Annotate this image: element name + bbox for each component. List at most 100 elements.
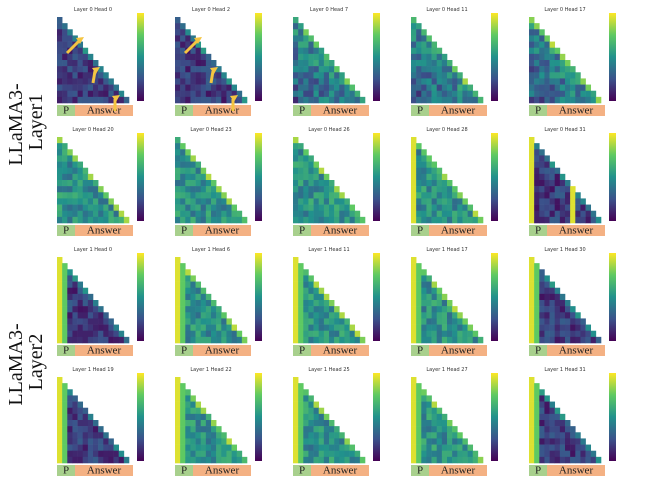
heatmap-cell bbox=[190, 306, 196, 313]
answer-label: Answer bbox=[441, 225, 476, 237]
heatmap-cell bbox=[313, 72, 320, 79]
heatmap-cell bbox=[87, 300, 94, 307]
heatmap-cell bbox=[544, 306, 550, 313]
heatmap-cell bbox=[570, 216, 576, 224]
prompt-box bbox=[411, 105, 429, 116]
heatmap-cell bbox=[354, 90, 361, 98]
heatmap-cell bbox=[293, 336, 299, 344]
heatmap-cell bbox=[436, 72, 443, 79]
heatmap-cell bbox=[411, 186, 417, 193]
heatmap-cell bbox=[421, 35, 427, 42]
heatmap-cell bbox=[411, 84, 417, 92]
heatmap-cell bbox=[570, 78, 576, 85]
heatmap-cell bbox=[303, 47, 309, 55]
heatmap-cell bbox=[113, 336, 120, 344]
heatmap-cell bbox=[570, 72, 576, 79]
heatmap-cell bbox=[221, 84, 227, 92]
heatmap-cell bbox=[303, 167, 309, 175]
heatmap-cell bbox=[67, 66, 73, 73]
heatmap-cell bbox=[175, 137, 181, 144]
answer-label: Answer bbox=[323, 105, 358, 117]
heatmap-cell bbox=[118, 216, 125, 224]
heatmap-cell bbox=[308, 192, 314, 199]
heatmap-cell bbox=[211, 456, 217, 464]
heatmap-cell bbox=[559, 324, 566, 332]
heatmap-cell bbox=[575, 432, 581, 439]
heatmap-cell bbox=[339, 456, 345, 464]
heatmap-cell bbox=[313, 281, 320, 289]
heatmap-cell bbox=[72, 407, 78, 415]
heatmap-cell bbox=[559, 60, 566, 67]
heatmap-cell bbox=[57, 192, 63, 199]
heatmap-cell bbox=[544, 426, 550, 433]
heatmap-cell bbox=[226, 204, 232, 212]
heatmap-cell bbox=[549, 312, 556, 319]
heatmap-cell bbox=[559, 293, 566, 301]
heatmap-cell bbox=[411, 389, 417, 396]
heatmap-cell bbox=[575, 192, 581, 199]
heatmap-cell bbox=[303, 90, 309, 98]
heatmap-cell bbox=[349, 456, 356, 464]
heatmap-cell bbox=[344, 438, 350, 445]
heatmap-cell bbox=[323, 198, 330, 205]
heatmap-cell bbox=[303, 444, 309, 452]
heatmap-cell bbox=[334, 456, 340, 464]
heatmap-cell bbox=[57, 275, 63, 282]
heatmap-cell bbox=[539, 324, 545, 332]
heatmap-cell bbox=[416, 198, 422, 205]
panel-title: Layer 0 Head 31 bbox=[544, 127, 585, 133]
heatmap-cell bbox=[185, 420, 191, 427]
heatmap-cell bbox=[298, 35, 304, 42]
heatmap-cell bbox=[411, 204, 417, 212]
heatmap-cell bbox=[431, 312, 438, 319]
heatmap-cell bbox=[554, 318, 561, 325]
heatmap-cell bbox=[565, 90, 571, 98]
heatmap-cell bbox=[185, 426, 191, 433]
heatmap-cell bbox=[62, 306, 68, 313]
heatmap-cell bbox=[293, 96, 299, 104]
heatmap-cell bbox=[416, 84, 422, 92]
heatmap-cell bbox=[318, 444, 325, 452]
heatmap-cell bbox=[539, 198, 545, 205]
heatmap-cell bbox=[180, 78, 186, 85]
panel-title: Layer 0 Head 11 bbox=[426, 7, 467, 13]
heatmap-cell bbox=[539, 84, 545, 92]
heatmap-cell bbox=[559, 90, 566, 98]
heatmap-cell bbox=[590, 336, 597, 344]
heatmap-cell bbox=[190, 407, 196, 415]
heatmap-cell bbox=[175, 287, 181, 295]
heatmap-cell bbox=[308, 420, 314, 427]
heatmap-cell bbox=[211, 438, 217, 445]
heatmap-cell bbox=[185, 330, 191, 338]
heatmap-cell bbox=[205, 72, 212, 79]
heatmap-cell bbox=[303, 210, 309, 218]
heatmap-cell bbox=[431, 161, 438, 169]
heatmap-cell bbox=[200, 167, 207, 175]
heatmap-cell bbox=[529, 300, 535, 307]
heatmap-cell bbox=[62, 263, 68, 270]
heatmap-cell bbox=[539, 96, 545, 104]
heatmap-cell bbox=[457, 84, 463, 92]
heatmap-cell bbox=[211, 426, 217, 433]
colorbar bbox=[373, 13, 380, 101]
heatmap-cell bbox=[339, 96, 345, 104]
heatmap-cell bbox=[205, 438, 212, 445]
heatmap-cell bbox=[334, 318, 340, 325]
heatmap-cell bbox=[72, 90, 78, 98]
heatmap-cell bbox=[349, 84, 356, 92]
heatmap-cell bbox=[334, 426, 340, 433]
heatmap-cell bbox=[298, 204, 304, 212]
heatmap-cell bbox=[452, 210, 458, 218]
heatmap-cell bbox=[313, 324, 320, 332]
heatmap-cell bbox=[293, 29, 299, 36]
heatmap-cell bbox=[72, 78, 78, 85]
heatmap-cell bbox=[308, 47, 314, 55]
heatmap-cell bbox=[534, 330, 540, 338]
heatmap-cell bbox=[118, 210, 125, 218]
answer-label: Answer bbox=[323, 465, 358, 477]
heatmap-cell bbox=[221, 438, 227, 445]
heatmap-cell bbox=[190, 173, 196, 181]
heatmap-cell bbox=[344, 204, 350, 212]
heatmap-cell bbox=[441, 186, 448, 193]
heatmap-cell bbox=[554, 96, 561, 104]
